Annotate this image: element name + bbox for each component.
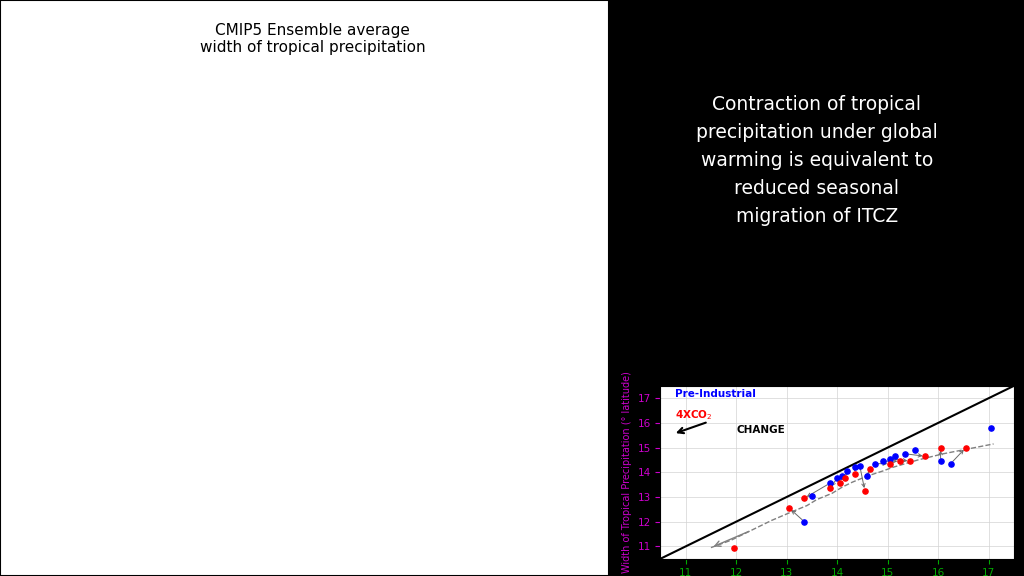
Point — [839, 467, 855, 476]
Point — [933, 457, 949, 466]
Text: ANNUAL: ANNUAL — [308, 361, 378, 376]
Title: Tropical width and seasonal migration of ITCZ: Tropical width and seasonal migration of… — [702, 372, 972, 385]
Text: $_2$: $_2$ — [371, 153, 376, 163]
Text: BOREAL: BOREAL — [428, 232, 437, 263]
Point — [831, 479, 848, 488]
Text: Southern: Southern — [246, 457, 255, 491]
Point — [862, 464, 879, 473]
Point — [821, 484, 838, 493]
Point — [882, 459, 898, 468]
Point — [821, 479, 838, 488]
Point — [857, 486, 873, 495]
Point — [942, 459, 958, 468]
Point — [983, 423, 999, 433]
Text: BOREAL
SUMMER: BOREAL SUMMER — [530, 89, 589, 117]
Point — [781, 503, 798, 513]
Point — [897, 449, 913, 458]
Text: Pre-Industrial: Pre-Industrial — [675, 389, 756, 399]
Text: AUSTRAL: AUSTRAL — [246, 228, 255, 263]
Y-axis label: Width of Tropical Precipitation (° latitude): Width of Tropical Precipitation (° latit… — [622, 372, 632, 573]
Text: 4 X CO: 4 X CO — [293, 147, 337, 161]
Text: P$_{CENT}$: P$_{CENT}$ — [444, 266, 457, 287]
Y-axis label: Seasonal Precipitation
(mm/day): Seasonal Precipitation (mm/day) — [38, 153, 59, 276]
Point — [725, 543, 741, 552]
Text: Northern: Northern — [428, 457, 437, 491]
Text: CHANGE: CHANGE — [736, 425, 785, 435]
Point — [957, 443, 974, 452]
Point — [796, 494, 812, 503]
Point — [796, 517, 812, 526]
Point — [874, 457, 891, 466]
Point — [852, 461, 868, 471]
Point — [847, 469, 863, 478]
Point — [887, 452, 903, 461]
Point — [859, 471, 876, 480]
Text: Contraction of tropical
precipitation under global
warming is equivalent to
redu: Contraction of tropical precipitation un… — [695, 95, 938, 226]
Y-axis label: Annual Precipitaion
(mm/day): Annual Precipitaion (mm/day) — [46, 388, 68, 496]
Point — [866, 459, 883, 468]
Point — [837, 474, 853, 483]
Point — [847, 463, 863, 472]
Point — [902, 457, 919, 466]
Text: Pre-Industrial: Pre-Industrial — [293, 94, 384, 107]
Text: CMIP5 Ensemble average
width of tropical precipitation: CMIP5 Ensemble average width of tropical… — [200, 23, 425, 55]
Point — [834, 471, 850, 480]
Point — [933, 443, 949, 452]
Text: AUSTRAL
SUMMER: AUSTRAL SUMMER — [97, 89, 158, 117]
Text: P$_{CENT}$: P$_{CENT}$ — [262, 266, 274, 287]
Text: 4XCO$_2$: 4XCO$_2$ — [675, 408, 713, 422]
Point — [907, 445, 924, 454]
Text: P$_{CENT}$: P$_{CENT}$ — [347, 480, 359, 501]
Point — [918, 452, 934, 461]
Point — [892, 457, 908, 466]
Point — [829, 474, 846, 483]
Text: P$_{CENT}$: P$_{CENT}$ — [444, 480, 457, 501]
X-axis label: Latitude: Latitude — [317, 558, 369, 571]
Text: P$_{CENT}$: P$_{CENT}$ — [262, 480, 274, 501]
Point — [804, 491, 820, 501]
Point — [882, 454, 898, 463]
